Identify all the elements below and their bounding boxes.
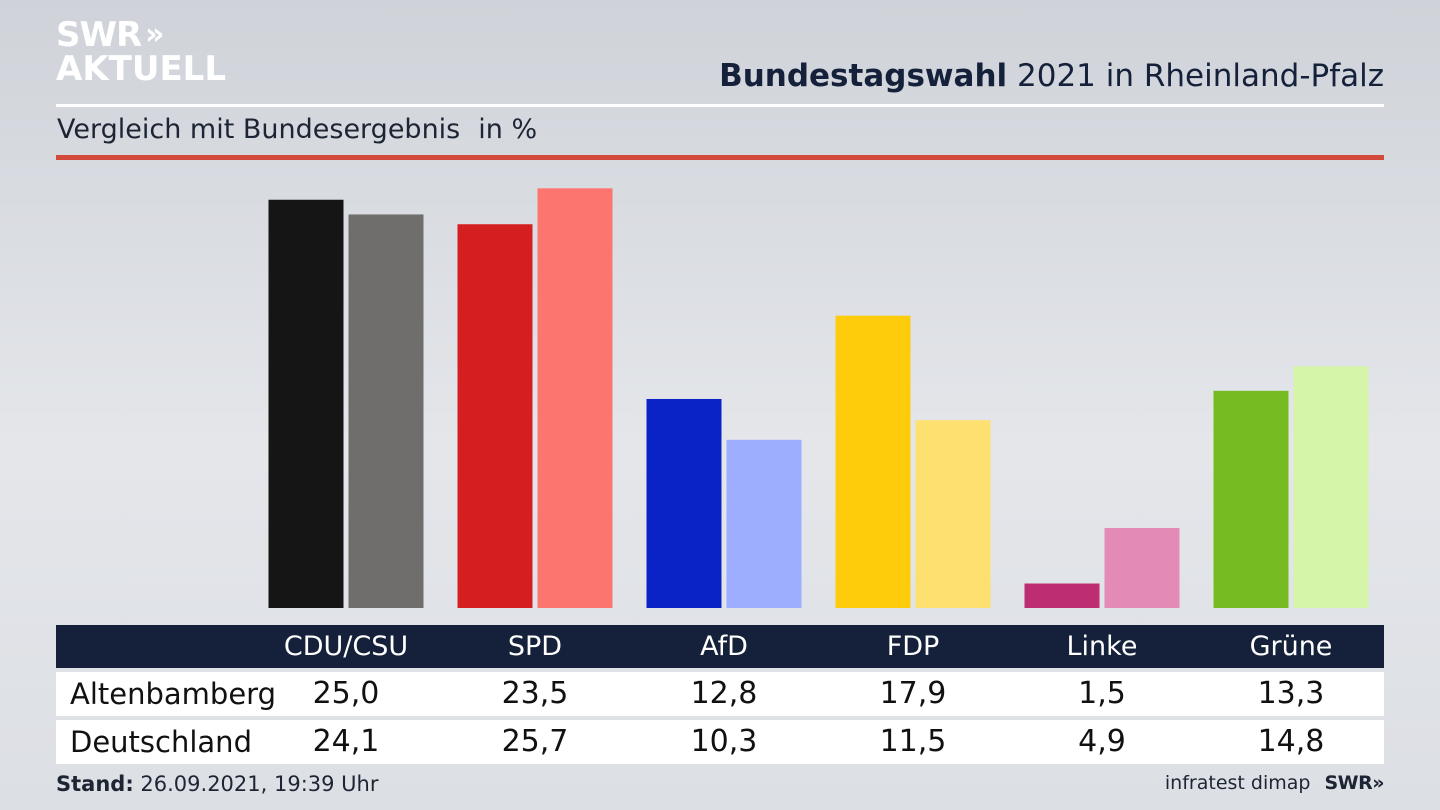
table-row: Altenbamberg 25,0 23,5 12,8 17,9 1,5 13,3 (56, 672, 1384, 716)
value-cell: 25,0 (312, 676, 380, 711)
value-cell: 24,1 (312, 724, 380, 759)
bar-cducsu-deutschland (348, 214, 424, 608)
column-header: SPD (507, 631, 563, 662)
bar-chart (268, 188, 1369, 608)
swr-small-logo: SWR» (1324, 772, 1384, 794)
column-header: CDU/CSU (283, 631, 409, 662)
title-rest: 2021 in Rheinland-Pfalz (1007, 58, 1384, 94)
swr-aktuell-logo: SWR » AKTUELL (56, 15, 227, 89)
row-label: Deutschland (70, 725, 252, 759)
bar-afd-altenbamberg (646, 398, 722, 608)
table-row: Deutschland 24,1 25,7 10,3 11,5 4,9 14,8 (56, 720, 1384, 764)
bar-afd-deutschland (726, 439, 802, 608)
value-cell: 10,3 (690, 724, 758, 759)
bar-linke-altenbamberg (1024, 583, 1100, 608)
value-cell: 1,5 (1078, 676, 1126, 711)
results-table: CDU/CSU SPD AfD FDP Linke Grüne Altenbamberg … (56, 625, 1384, 764)
source-text: infratest dimap (1164, 772, 1311, 794)
column-header: FDP (886, 631, 940, 662)
logo-aktuell-text: AKTUELL (56, 49, 227, 89)
title-bold: Bundestagswahl (719, 58, 1008, 94)
accent-divider (56, 155, 1384, 160)
value-cell: 17,9 (879, 676, 947, 711)
source-credit: infratest dimap SWR» (1164, 772, 1385, 794)
value-cell: 12,8 (690, 676, 758, 711)
bar-cducsu-altenbamberg (268, 199, 344, 608)
bar-grüne-altenbamberg (1213, 390, 1289, 608)
stand-value: 26.09.2021, 19:39 Uhr (133, 772, 379, 796)
bar-fdp-altenbamberg (835, 315, 911, 608)
value-cell: 14,8 (1257, 724, 1325, 759)
bar-spd-altenbamberg (457, 224, 533, 608)
chart-subtitle: Vergleich mit Bundesergebnis in % (57, 114, 537, 145)
value-cell: 4,9 (1078, 724, 1126, 759)
subtitle-unit: in % (478, 114, 538, 145)
value-cell: 23,5 (501, 676, 569, 711)
bar-spd-deutschland (537, 188, 613, 608)
subtitle-text: Vergleich mit Bundesergebnis (57, 114, 461, 145)
column-header: Linke (1066, 631, 1138, 662)
value-cell: 11,5 (879, 724, 947, 759)
table-header: CDU/CSU SPD AfD FDP Linke Grüne (56, 625, 1384, 668)
value-cell: 13,3 (1257, 676, 1325, 711)
row-label: Altenbamberg (70, 677, 276, 711)
stand-label: Stand: (56, 772, 134, 796)
bar-linke-deutschland (1104, 527, 1180, 608)
bar-fdp-deutschland (915, 420, 991, 608)
header-divider (56, 104, 1384, 107)
column-header: Grüne (1249, 631, 1333, 662)
column-header: AfD (700, 631, 748, 662)
logo-swr-text: SWR (56, 15, 142, 55)
page-title: Bundestagswahl 2021 in Rheinland-Pfalz (719, 58, 1384, 94)
bar-grüne-deutschland (1293, 366, 1369, 608)
timestamp: Stand: 26.09.2021, 19:39 Uhr (56, 772, 379, 796)
value-cell: 25,7 (501, 724, 569, 759)
